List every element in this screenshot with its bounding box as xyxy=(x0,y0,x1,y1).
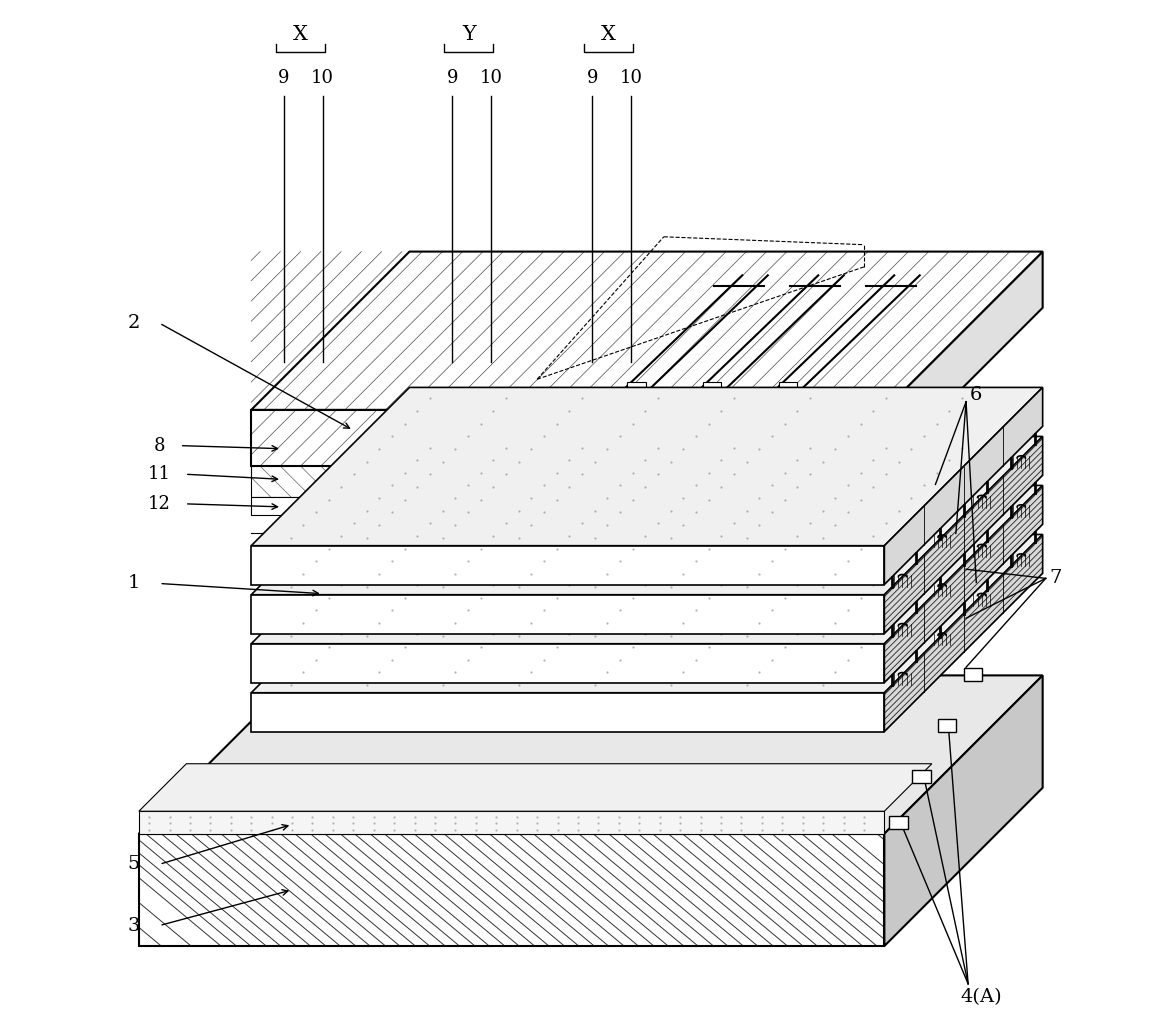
Text: 10: 10 xyxy=(311,69,334,87)
Polygon shape xyxy=(251,466,884,497)
Polygon shape xyxy=(889,816,907,828)
Polygon shape xyxy=(251,485,1043,644)
Polygon shape xyxy=(139,834,884,946)
Polygon shape xyxy=(399,515,421,534)
Text: 2: 2 xyxy=(127,314,140,332)
Polygon shape xyxy=(327,515,349,534)
Polygon shape xyxy=(251,436,1043,595)
Text: 11: 11 xyxy=(148,465,171,483)
Polygon shape xyxy=(251,595,884,634)
Text: 10: 10 xyxy=(620,69,643,87)
Polygon shape xyxy=(251,644,884,683)
Polygon shape xyxy=(963,669,981,681)
Polygon shape xyxy=(251,410,884,466)
Text: 5: 5 xyxy=(127,855,140,873)
Text: X: X xyxy=(601,25,616,44)
Text: 3: 3 xyxy=(127,916,140,935)
Text: X: X xyxy=(292,25,307,44)
Text: 4(A): 4(A) xyxy=(961,988,1002,1007)
Polygon shape xyxy=(884,535,1043,731)
Text: 7: 7 xyxy=(1050,569,1062,588)
Polygon shape xyxy=(912,770,931,782)
Polygon shape xyxy=(251,535,1043,693)
Polygon shape xyxy=(756,515,778,534)
Polygon shape xyxy=(251,546,884,585)
Polygon shape xyxy=(884,676,1043,946)
Text: 9: 9 xyxy=(446,69,458,87)
Polygon shape xyxy=(884,436,1043,634)
Text: 9: 9 xyxy=(279,69,290,87)
Text: Y: Y xyxy=(462,25,475,44)
Polygon shape xyxy=(251,252,1043,410)
Polygon shape xyxy=(251,693,884,731)
Text: 10: 10 xyxy=(480,69,503,87)
Polygon shape xyxy=(884,485,1043,683)
Polygon shape xyxy=(251,387,1043,546)
Text: 12: 12 xyxy=(148,495,171,513)
Text: 1: 1 xyxy=(127,574,140,593)
Polygon shape xyxy=(613,515,635,534)
Polygon shape xyxy=(469,515,492,534)
Polygon shape xyxy=(541,515,564,534)
Text: 6: 6 xyxy=(970,386,983,403)
Polygon shape xyxy=(703,382,721,394)
Text: 8: 8 xyxy=(154,436,165,455)
Polygon shape xyxy=(938,719,956,731)
Polygon shape xyxy=(684,515,706,534)
Polygon shape xyxy=(884,252,1043,466)
Polygon shape xyxy=(627,382,645,394)
Polygon shape xyxy=(139,811,884,834)
Polygon shape xyxy=(884,387,1043,585)
Polygon shape xyxy=(251,497,884,515)
Polygon shape xyxy=(139,764,932,811)
Polygon shape xyxy=(139,676,1043,834)
Polygon shape xyxy=(779,382,798,394)
Text: 9: 9 xyxy=(586,69,598,87)
